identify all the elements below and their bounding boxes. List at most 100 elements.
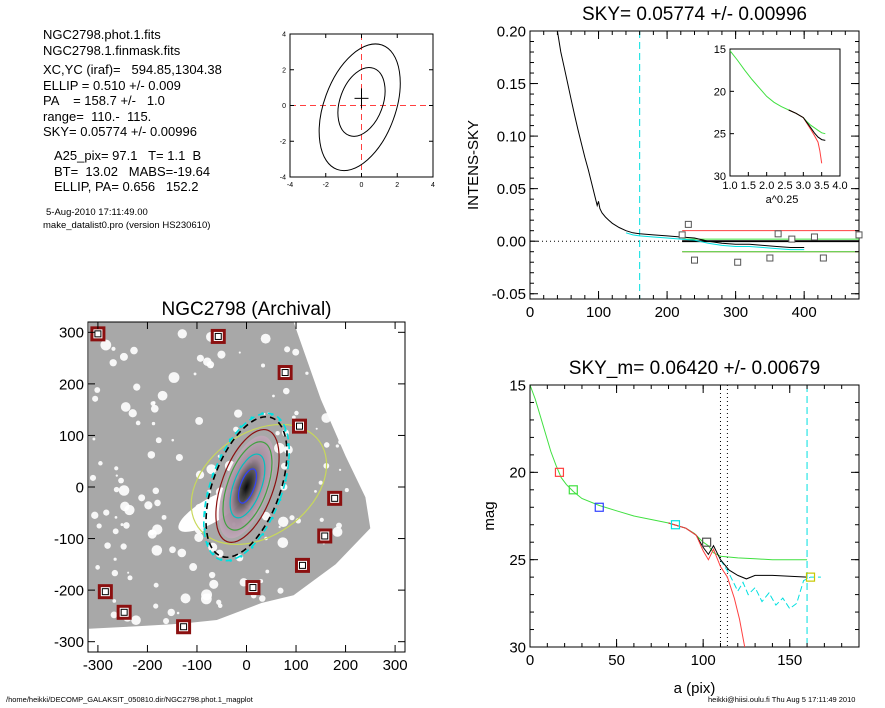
masked-star: [314, 489, 317, 493]
mag-marker: [554, 467, 565, 477]
masked-star: [292, 348, 300, 356]
masked-star: [150, 404, 159, 413]
x-tick-label: -300: [83, 657, 113, 674]
masked-star: [167, 608, 175, 617]
masked-star: [111, 346, 116, 351]
x-tick-label: 300: [383, 657, 408, 674]
masked-star: [151, 421, 156, 426]
masked-star: [260, 333, 271, 344]
isophote-point: [228, 438, 232, 441]
masked-star: [103, 509, 110, 516]
info-line: 5-Aug-2010 17:11:49.00: [46, 207, 148, 218]
x-tick-label: 100: [586, 304, 611, 321]
isophote-point: [261, 533, 265, 536]
masked-star: [135, 420, 141, 426]
x-tick-label: 300: [723, 304, 748, 321]
masked-star: [92, 395, 99, 402]
masked-star: [340, 356, 345, 361]
masked-star: [234, 409, 243, 418]
masked-star: [335, 444, 339, 448]
inset-x-tick-label: 2.5: [777, 180, 792, 192]
y-tick-label: 100: [59, 428, 84, 445]
sky-point: [819, 254, 827, 262]
masked-star: [217, 350, 226, 359]
info-line: ELLIP = 0.510 +/- 0.009: [43, 77, 181, 93]
masked-star: [98, 461, 103, 466]
masked-star: [283, 445, 293, 455]
isophote-point: [211, 473, 215, 476]
fit-info: XC,YC (iraf)= 594.85,1304.38 ELLIP = 0.5…: [43, 62, 222, 140]
x-tick-label: 2: [395, 182, 399, 189]
y-tick-label: 300: [59, 325, 84, 342]
masked-star: [119, 352, 128, 361]
fit-ellipse-cyan: [229, 453, 266, 519]
isophote-point: [270, 413, 274, 416]
masked-star: [321, 413, 332, 423]
mag-red-profile: [668, 522, 746, 647]
info-line: make_datalist0.pro (version HS230610): [43, 220, 211, 231]
masked-star: [150, 401, 156, 406]
sky-point: [734, 258, 742, 266]
sky-box-marker-inner: [249, 584, 257, 592]
masked-star: [194, 532, 204, 542]
masked-star: [277, 537, 289, 548]
inset-xlabel: a^0.25: [766, 194, 799, 206]
masked-star: [277, 587, 284, 594]
y-tick-label: 0.05: [497, 181, 526, 198]
masked-star: [291, 415, 296, 420]
mag-green-profile: [530, 385, 808, 561]
isophote-point: [219, 558, 223, 561]
sky-box-marker-inner: [281, 369, 289, 377]
info-line: range= 110.- 115.: [43, 108, 152, 124]
masked-star: [272, 394, 275, 398]
x-tick-label: -2: [323, 182, 329, 189]
inset-x-tick-label: 2.0: [759, 180, 774, 192]
masked-star: [120, 523, 124, 527]
masked-star: [100, 339, 112, 351]
sky-point: [691, 256, 698, 264]
masked-star: [171, 438, 175, 442]
isophote-point: [203, 511, 207, 514]
fit-ellipse-black-dashed: [205, 415, 288, 559]
y-tick-label: -4: [280, 175, 286, 182]
masked-star: [338, 468, 342, 472]
masked-star: [318, 480, 323, 485]
masked-star: [344, 367, 354, 377]
x-tick-label: 100: [691, 652, 716, 669]
masked-star: [168, 372, 180, 383]
sky-point: [684, 220, 692, 228]
masked-star: [177, 329, 187, 339]
masked-star: [95, 565, 100, 570]
masked-star: [131, 615, 141, 625]
masked-star: [128, 409, 137, 418]
masked-star: [261, 511, 271, 521]
file-info: NGC2798.phot.1.fits NGC2798.1.finmask.fi…: [43, 27, 180, 58]
sky-box-marker-inner: [180, 623, 188, 631]
inset-x-tick-label: 1.0: [722, 180, 737, 192]
y-tick-label: 4: [282, 32, 286, 39]
isophote-point: [261, 412, 264, 415]
masked-star: [315, 427, 318, 430]
y-tick-label: -0.05: [492, 286, 526, 303]
isophote-point: [278, 498, 282, 501]
isophote-point: [270, 516, 274, 520]
masked-star: [120, 402, 131, 412]
x-tick-label: 200: [655, 304, 680, 321]
inset-x-tick-label: 4.0: [832, 180, 847, 192]
mag-ylabel: mag: [481, 501, 498, 530]
mag-marker: [702, 537, 712, 547]
fit-ellipse-green: [222, 441, 273, 531]
masked-star: [294, 410, 299, 416]
masked-star: [175, 453, 183, 462]
masked-star: [335, 618, 341, 623]
masked-star: [104, 542, 111, 549]
sky-box-marker-inner: [214, 332, 222, 340]
inset-y-tick-label: 30: [714, 171, 726, 183]
y-tick-label: 200: [59, 376, 84, 393]
fit-ellipse-dark-red: [215, 428, 280, 543]
masked-star: [149, 505, 152, 508]
masked-star: [138, 494, 146, 502]
x-tick-label: 4: [431, 182, 435, 189]
masked-star: [115, 474, 118, 477]
